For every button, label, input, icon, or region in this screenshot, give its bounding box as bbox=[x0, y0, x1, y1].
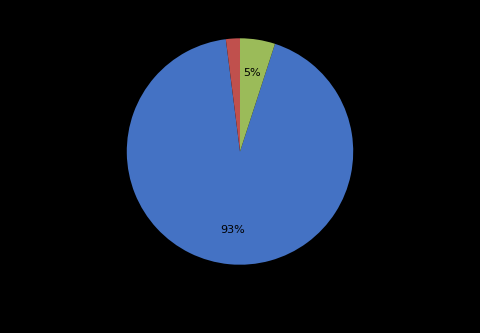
Text: 5%: 5% bbox=[243, 68, 261, 78]
Wedge shape bbox=[226, 38, 240, 152]
Wedge shape bbox=[127, 39, 353, 265]
Text: 93%: 93% bbox=[220, 225, 245, 235]
Wedge shape bbox=[240, 38, 275, 152]
